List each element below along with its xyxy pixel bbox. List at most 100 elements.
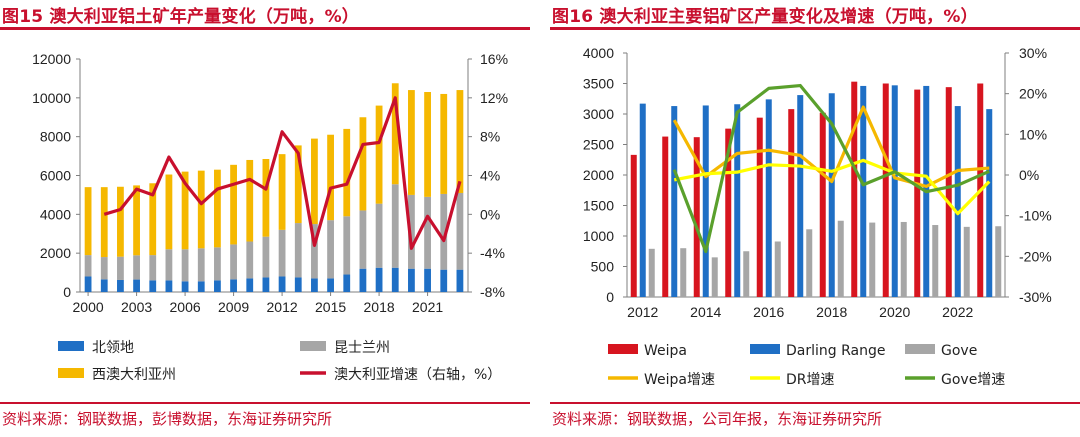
bar-segment [84, 187, 92, 256]
x-tick-label: 2012 [267, 299, 298, 315]
bar [743, 251, 750, 297]
bar-segment [391, 83, 399, 185]
bar-segment [214, 280, 221, 292]
bar-segment [165, 249, 173, 281]
legend-swatch [58, 368, 84, 378]
growth-line [103, 96, 462, 250]
legend-label: DR增速 [786, 372, 835, 388]
bar-segment [327, 220, 334, 279]
y-right-tick-label: 16% [480, 51, 508, 67]
bar-segment [165, 280, 173, 292]
bar-segment [149, 183, 157, 256]
bar [639, 103, 646, 297]
bar [765, 99, 772, 297]
legend-label: 北领地 [92, 340, 134, 356]
y-right-tick-label: 0% [480, 206, 500, 222]
y-right-tick-label: -4% [480, 245, 505, 261]
bar-segment [343, 274, 351, 292]
x-tick-label: 2012 [627, 304, 658, 320]
bar-segment [311, 138, 318, 225]
figure-15-top-rule [0, 27, 530, 30]
bar-segment [100, 187, 108, 258]
bar [963, 226, 970, 297]
bar [774, 241, 781, 297]
y-right-tick-label: 4% [480, 168, 500, 184]
figure-15-bottom-rule [0, 402, 530, 404]
bar-segment [197, 248, 205, 282]
bar-segment [230, 279, 237, 292]
bar-segment [343, 128, 351, 217]
y-left-tick-label: 2000 [583, 167, 614, 183]
legend-swatch [300, 341, 326, 351]
bar [900, 221, 907, 297]
bar [734, 104, 741, 298]
figure-15-panel: 图15 澳大利亚铝土矿年产量变化（万吨，%） 0 2000 4000 6000 8000… [0, 0, 530, 437]
legend-swatch [750, 344, 780, 354]
bar [693, 137, 700, 297]
figure-15-title: 图15 澳大利亚铝土矿年产量变化（万吨，%） [2, 7, 360, 27]
bar-segment [440, 193, 448, 270]
figure-16-top-rule [550, 27, 1080, 30]
bar-segment [408, 90, 415, 195]
bar [725, 128, 732, 297]
y-right-tick-label: -30% [1019, 289, 1052, 305]
y-right-tick-label: 12% [480, 90, 508, 106]
y-left-tick-label: 10000 [32, 90, 71, 106]
x-tick-label: 2020 [879, 304, 910, 320]
bar-segment [311, 224, 318, 279]
x-tick-label: 2000 [73, 299, 104, 315]
bar-segment [294, 145, 302, 224]
bar [671, 106, 678, 297]
bar-segment [456, 90, 464, 193]
x-tick-label: 2015 [315, 299, 346, 315]
y-right-tick-label: 10% [1019, 126, 1047, 142]
bar-segment [214, 247, 221, 281]
bar [797, 95, 804, 297]
figure-16-title: 图16 澳大利亚主要铝矿区产量变化及增速（万吨，%） [552, 7, 978, 27]
legend-swatch [608, 344, 638, 354]
bar-segment [181, 249, 189, 282]
bar [891, 85, 898, 297]
bar [986, 109, 993, 298]
legend-label: 西澳大利亚州 [92, 367, 176, 383]
bar [680, 248, 687, 297]
bar-segment [100, 257, 108, 280]
legend-label: 昆士兰州 [334, 340, 390, 356]
bar-segment [117, 186, 124, 257]
bar-segment [262, 158, 270, 237]
bar [995, 226, 1002, 297]
bar [711, 257, 718, 297]
bar [932, 225, 939, 297]
bar-segment [391, 184, 399, 268]
figure-16-source: 资料来源：钢联数据，公司年报，东海证券研究所 [552, 410, 883, 428]
x-tick-label: 2006 [170, 299, 201, 315]
bar-segment [181, 171, 189, 250]
y-left-tick-label: 6000 [40, 168, 71, 184]
bar-segment [165, 174, 173, 250]
y-right-tick-label: -10% [1019, 208, 1052, 224]
bar-segment [343, 216, 351, 275]
bar-segment [456, 192, 464, 270]
bar-segment [246, 159, 254, 242]
bar [828, 93, 835, 297]
legend-swatch [905, 344, 935, 354]
bar-segment [197, 281, 205, 292]
bar-segment [408, 268, 415, 292]
legend-label: 澳大利亚增速（右轴，%） [334, 367, 501, 383]
bar [662, 136, 669, 297]
bar-segment [100, 279, 108, 292]
bar-segment [133, 279, 140, 292]
bar-segment [375, 267, 383, 292]
y-right-tick-label: 20% [1019, 86, 1047, 102]
bar [819, 112, 826, 297]
y-right-tick-label: 8% [480, 129, 500, 145]
bar [882, 83, 889, 297]
legend-label: Darling Range [786, 343, 885, 359]
bar [648, 248, 655, 297]
y-right-tick-label: 30% [1019, 45, 1047, 61]
y-left-tick-label: 12000 [32, 51, 71, 67]
legend-swatch [58, 341, 84, 351]
bar-segment [359, 210, 367, 269]
bar-segment [327, 278, 334, 292]
x-tick-label: 2014 [690, 304, 721, 320]
